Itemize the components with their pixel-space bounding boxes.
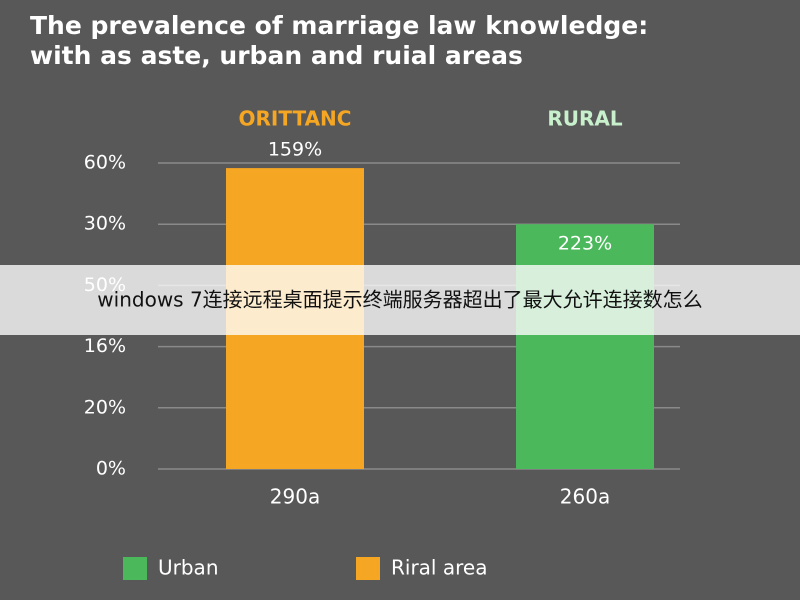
value-label: 223%: [558, 233, 612, 255]
x-tick-label: 290a: [270, 485, 320, 509]
column-header: RURAL: [547, 107, 623, 131]
chart-subtitle: with as aste, urban and ruial areas: [30, 41, 523, 70]
value-label: 159%: [268, 139, 322, 161]
y-tick-label: 60%: [84, 152, 126, 174]
legend-swatch: [356, 557, 380, 580]
legend-label: Urban: [158, 556, 219, 580]
y-tick-label: 16%: [84, 335, 126, 357]
overlay-band: [0, 265, 800, 335]
legend-label: Riral area: [391, 556, 487, 580]
column-header: ORITTANC: [239, 107, 352, 131]
x-tick-label: 260a: [560, 485, 610, 509]
overlay-text: windows 7连接远程桌面提示终端服务器超出了最大允许连接数怎么: [97, 288, 702, 312]
y-tick-label: 0%: [96, 458, 126, 480]
bar: [516, 224, 654, 469]
legend-swatch: [123, 557, 147, 580]
chart-title: The prevalence of marriage law knowledge…: [30, 11, 648, 40]
y-tick-label: 30%: [84, 213, 126, 235]
y-tick-label: 20%: [84, 396, 126, 418]
